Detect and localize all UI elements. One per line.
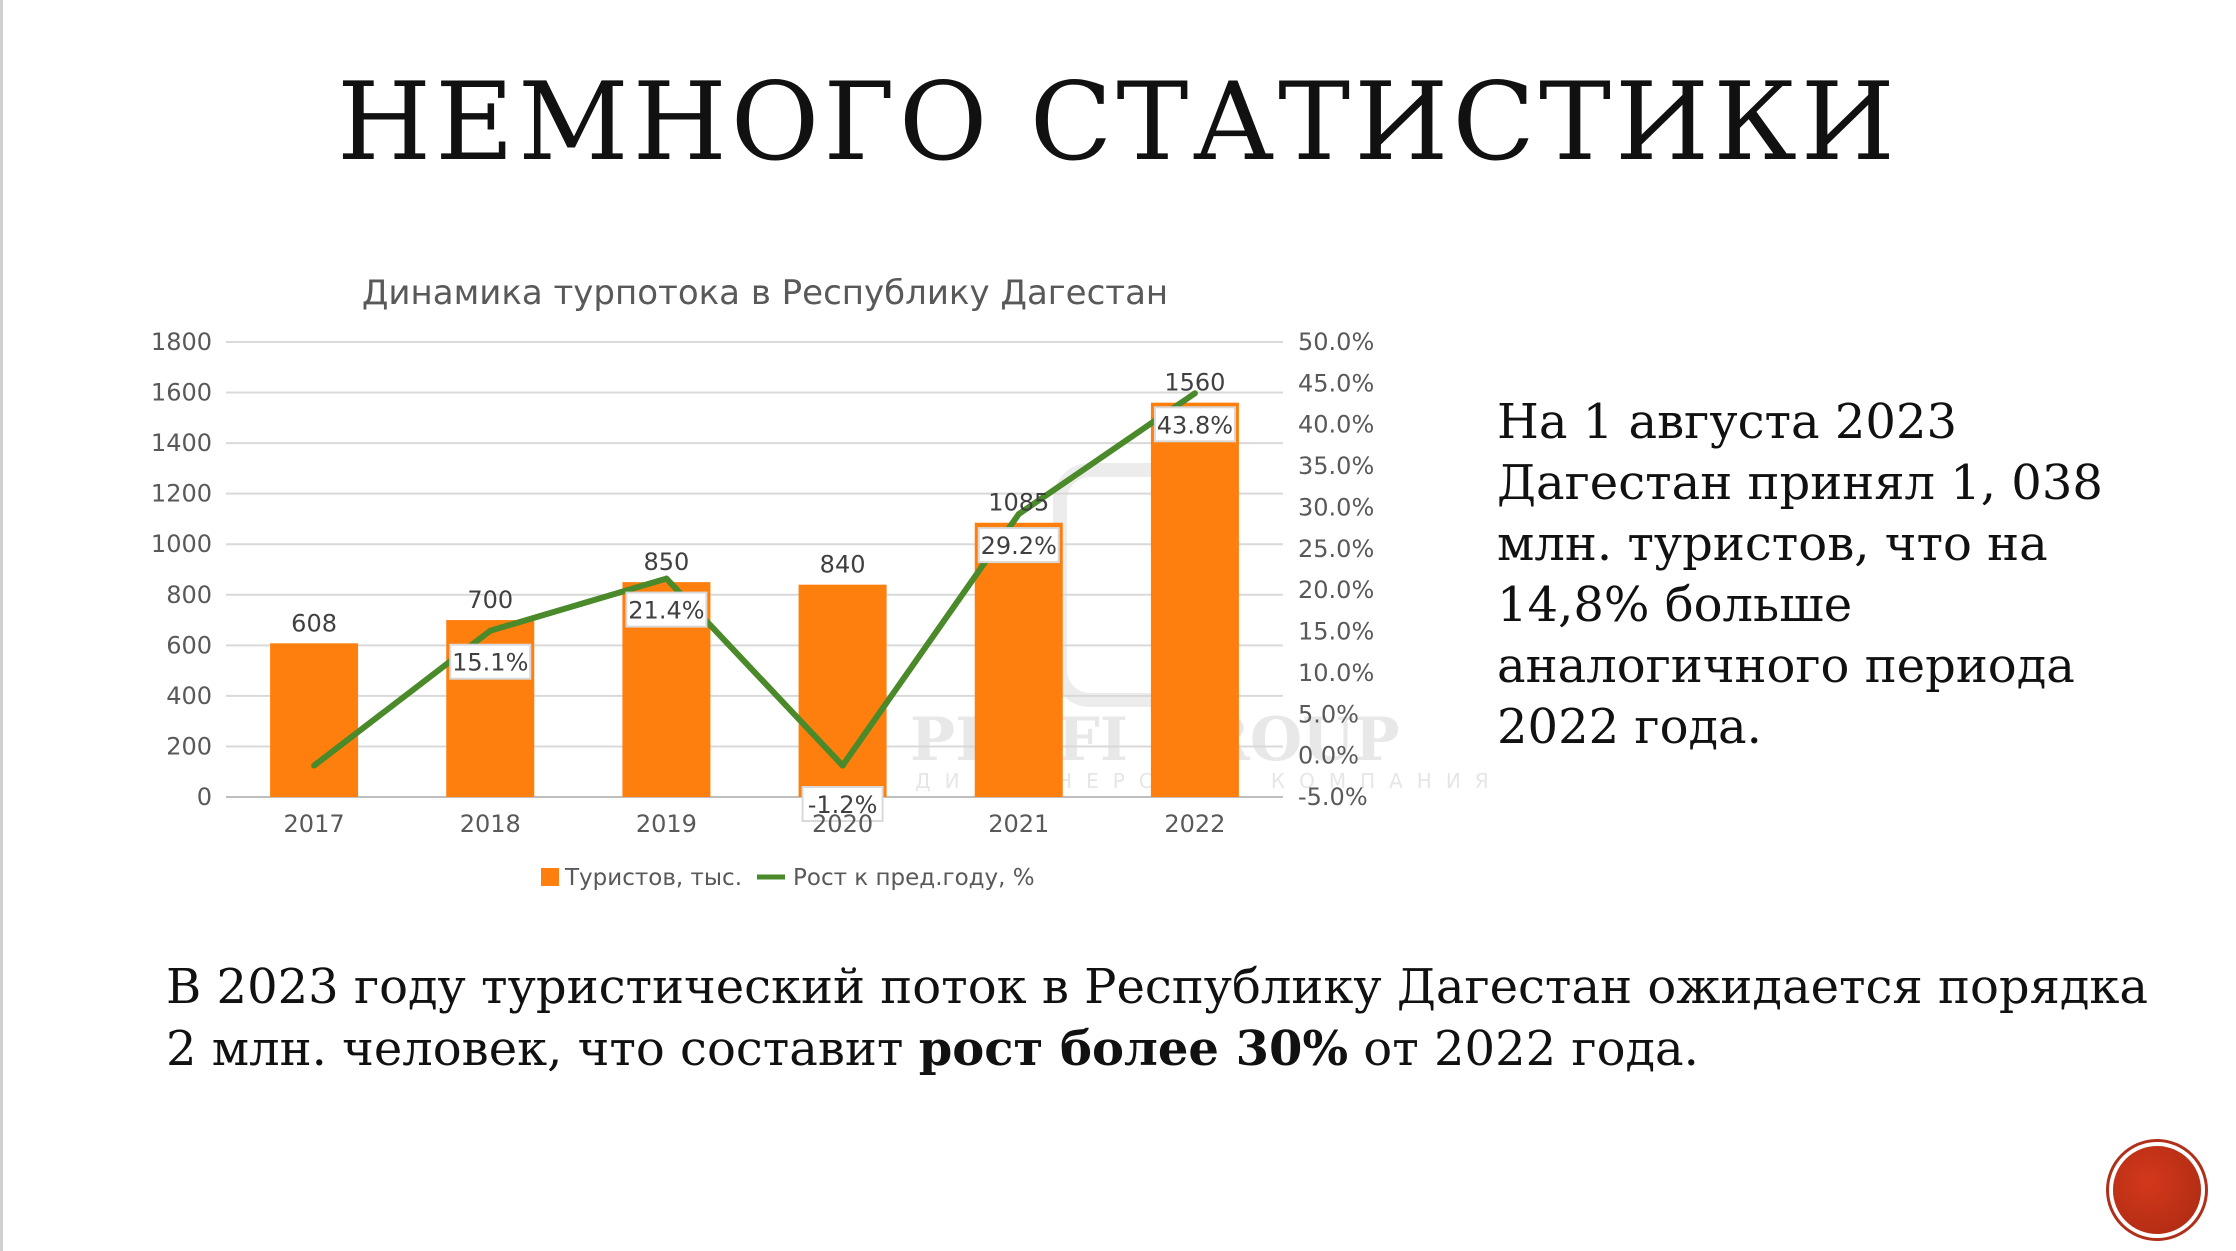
y-left-tick-label: 200 — [166, 732, 212, 760]
y-right-tick-label: -5.0% — [1298, 783, 1368, 811]
forecast-text-highlight: рост более 30% — [918, 1021, 1349, 1077]
y-left-tick-label: 400 — [166, 682, 212, 710]
slide-title: НЕМНОГО СТАТИСТИКИ — [336, 60, 1899, 185]
growth-label-box — [625, 591, 708, 628]
y-left-tick-label: 1600 — [151, 379, 212, 407]
growth-point-2022 — [1191, 390, 1198, 397]
growth-value-label: 29.2% — [981, 532, 1057, 560]
bar-2021 — [974, 522, 1063, 797]
chart-data-labels: 608 700 850 840 1085 1560 15.1% 21.4% -1.2% 29.2%… — [291, 369, 1236, 822]
growth-point-2020 — [839, 762, 846, 769]
forecast-text-end: от 2022 года. — [1348, 1021, 1699, 1077]
growth-label-box — [801, 786, 884, 822]
x-tick-label: 2017 — [284, 810, 345, 838]
growth-label-box — [449, 643, 532, 680]
y-right-tick-label: 5.0% — [1298, 700, 1359, 728]
y-left-tick-label: 800 — [166, 581, 212, 609]
slide-left-edge — [0, 0, 3, 1251]
growth-value-label: 15.1% — [452, 649, 528, 677]
forecast-text: В 2023 году туристический поток в Респуб… — [166, 956, 2176, 1080]
bar-value-label: 1085 — [988, 489, 1049, 517]
y-right-tick-label: 20.0% — [1298, 576, 1374, 604]
legend-label-bars: Туристов, тыс. — [564, 865, 742, 891]
y-left-tick-label: 1000 — [151, 530, 212, 558]
y-right-tick-label: 0.0% — [1298, 742, 1359, 770]
bar-value-label: 700 — [467, 586, 513, 614]
x-tick-label: 2021 — [988, 810, 1049, 838]
forecast-text-start: В 2023 году туристический поток в Респуб… — [166, 959, 2149, 1077]
y-right-tick-label: 35.0% — [1298, 452, 1374, 480]
bar-value-label: 840 — [820, 551, 866, 579]
growth-value-label: -1.2% — [808, 791, 878, 819]
y-right-tick-label: 10.0% — [1298, 659, 1374, 687]
x-tick-label: 2018 — [460, 810, 521, 838]
y-right-tick-label: 40.0% — [1298, 411, 1374, 439]
x-tick-label: 2020 — [812, 810, 873, 838]
legend-swatch-bars — [541, 868, 559, 886]
bar-value-label: 1560 — [1164, 369, 1225, 397]
y-left-tick-label: 1400 — [151, 429, 212, 457]
x-tick-label: 2019 — [636, 810, 697, 838]
y-left-tick-label: 1200 — [151, 480, 212, 508]
bar-2017 — [270, 643, 359, 797]
growth-point-2018 — [487, 627, 494, 634]
bar-value-label: 608 — [291, 609, 337, 637]
bar-value-label: 850 — [644, 548, 690, 576]
growth-label-box — [1153, 406, 1236, 443]
growth-value-label: 43.8% — [1157, 411, 1233, 439]
y-left-tick-label: 600 — [166, 631, 212, 659]
growth-point-2017 — [311, 762, 318, 769]
y-right-tick-label: 30.0% — [1298, 493, 1374, 521]
chart-title: Динамика турпотока в Республику Дагестан — [362, 273, 1168, 313]
y-right-tick-label: 45.0% — [1298, 369, 1374, 397]
next-slide-button[interactable] — [2113, 1146, 2201, 1234]
chart-legend: Туристов, тыс. Рост к пред.году, % — [541, 865, 1035, 891]
growth-value-label: 21.4% — [628, 597, 704, 625]
bar-2022 — [1150, 402, 1239, 797]
y-right-tick-label: 25.0% — [1298, 535, 1374, 563]
legend-label-line: Рост к пред.году, % — [793, 865, 1035, 891]
chart-axes: 0 200 400 600 800 1000 1200 1400 1600 1800 -5.0% 0.… — [151, 328, 1374, 838]
y-left-tick-label: 0 — [197, 783, 212, 811]
y-right-tick-label: 15.0% — [1298, 618, 1374, 646]
growth-point-2021 — [1015, 511, 1022, 518]
x-tick-label: 2022 — [1164, 810, 1225, 838]
y-right-tick-label: 50.0% — [1298, 328, 1374, 356]
y-left-tick-label: 1800 — [151, 328, 212, 356]
growth-label-box — [977, 527, 1060, 564]
growth-point-2019 — [663, 575, 670, 582]
side-note: На 1 августа 2023 Дагестан принял 1, 038… — [1497, 394, 2103, 755]
